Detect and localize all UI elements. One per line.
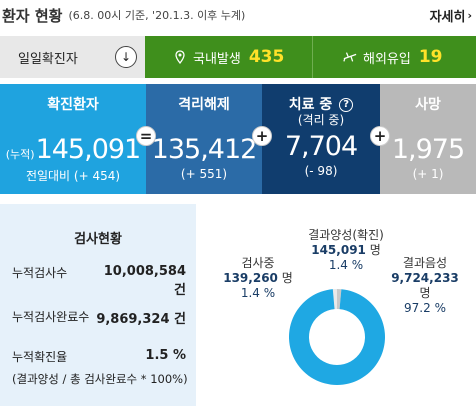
negative-pct: 97.2 % — [404, 301, 446, 315]
treating-compare: (- 98) — [304, 164, 338, 178]
test-row-total: 누적검사수 10,008,584 건 — [12, 264, 186, 298]
status-header: 환자 현황 (6.8. 00시 기준, '20.1.3. 이후 누계) — [0, 0, 476, 30]
confirmed-label: 확진환자 — [47, 97, 99, 113]
positive-label: 결과양성(확진) — [308, 228, 384, 242]
domestic-cases: 국내발생 435 — [145, 36, 313, 78]
domestic-value: 435 — [248, 47, 285, 67]
chevron-right-icon: › — [467, 9, 472, 22]
released-label: 격리해제 — [178, 97, 230, 113]
test-row-value: 10,008,584 건 — [104, 264, 186, 298]
confirmed-value: 145,091 — [35, 134, 142, 165]
test-row-value: 9,869,324 건 — [96, 312, 186, 327]
overseas-label: 해외유입 — [363, 51, 411, 67]
stats-panel: 확진환자 (누적)145,091 전일대비 (+ 454) 격리해제 135,4… — [0, 84, 476, 194]
deaths-box: 사망 1,975 (+ 1) — [380, 84, 476, 194]
plus-icon: + — [370, 126, 390, 146]
overseas-cases: 해외유입 19 — [313, 36, 476, 78]
released-compare: (+ 551) — [180, 167, 228, 181]
test-row-key: 누적검사완료수 — [12, 310, 90, 324]
deaths-label: 사망 — [415, 97, 441, 113]
treating-label-line: 치료 중 ? — [262, 94, 380, 113]
test-total-number: 10,008,584 — [103, 264, 186, 279]
plus-icon: + — [252, 126, 272, 146]
page-title: 환자 현황 — [2, 6, 63, 25]
confirmed-prefix: (누적) — [5, 148, 35, 161]
negative-unit: 명 — [419, 286, 431, 300]
help-icon[interactable]: ? — [339, 98, 354, 112]
airplane-icon — [343, 50, 357, 64]
test-total-unit: 건 — [174, 283, 186, 298]
treating-label: 치료 중 — [288, 97, 333, 113]
equals-icon: = — [136, 126, 156, 146]
test-row-key: 누적확진율 — [12, 350, 68, 364]
donut-chart — [288, 289, 385, 385]
donut-slice-testing — [332, 289, 337, 310]
testing-value: 139,260 — [223, 271, 278, 285]
daily-confirmed-label-box: 일일확진자 ↓ — [0, 36, 145, 78]
arrow-down-icon: ↓ — [115, 46, 137, 68]
testing-label-group: 검사중 139,260 명 1.4 % — [208, 256, 308, 301]
confirmed-compare: 전일대비 (+ 454) — [25, 169, 121, 183]
overseas-value: 19 — [418, 47, 443, 67]
donut-slice-negative — [288, 289, 385, 385]
released-value: 135,412 — [151, 134, 258, 165]
reference-date: (6.8. 00시 기준, '20.1.3. 이후 누계) — [68, 9, 246, 22]
treating-box: 치료 중 ? (격리 중) 7,704 (- 98) — [262, 84, 380, 194]
daily-confirmed-strip: 일일확진자 ↓ 국내발생 435 해외유입 19 — [0, 36, 476, 78]
testing-label: 검사중 — [241, 256, 275, 270]
test-result-chart: 결과양성(확진) 145,091 명 1.4 % 검사중 139,260 명 1… — [196, 204, 476, 406]
test-status-panel: 검사현황 누적검사수 10,008,584 건 누적검사완료수 9,869,324… — [0, 204, 196, 406]
positive-unit: 명 — [369, 243, 381, 257]
treating-value: 7,704 — [284, 131, 358, 162]
more-details-label: 자세히 — [429, 10, 466, 25]
confirmed-box: 확진환자 (누적)145,091 전일대비 (+ 454) — [0, 84, 146, 194]
test-title: 검사현황 — [74, 232, 122, 247]
test-row-value: 1.5 % — [145, 348, 186, 363]
testing-unit: 명 — [281, 271, 293, 285]
positive-label-group: 결과양성(확진) 145,091 명 1.4 % — [296, 228, 396, 273]
negative-label-group: 결과음성 9,724,233 명 97.2 % — [380, 256, 470, 316]
released-box: 격리해제 135,412 (+ 551) — [146, 84, 262, 194]
deaths-value: 1,975 — [391, 134, 465, 165]
deaths-compare: (+ 1) — [412, 167, 444, 181]
confirmed-value-line: (누적)145,091 — [0, 134, 146, 165]
location-pin-icon — [173, 50, 187, 64]
treating-sublabel: (격리 중) — [297, 113, 345, 127]
domestic-label: 국내발생 — [193, 51, 241, 67]
negative-label: 결과음성 — [402, 256, 448, 270]
donut-slice-positive — [337, 289, 342, 310]
testing-pct: 1.4 % — [240, 286, 276, 300]
positive-pct: 1.4 % — [328, 258, 364, 272]
positive-value: 145,091 — [311, 243, 366, 257]
test-row-key: 누적검사수 — [12, 266, 68, 280]
more-details-link[interactable]: 자세히 › — [430, 6, 472, 25]
test-note: (결과양성 / 총 검사완료수 * 100%) — [12, 372, 188, 386]
negative-value: 9,724,233 — [391, 271, 459, 285]
daily-confirmed-label: 일일확진자 — [18, 51, 78, 67]
